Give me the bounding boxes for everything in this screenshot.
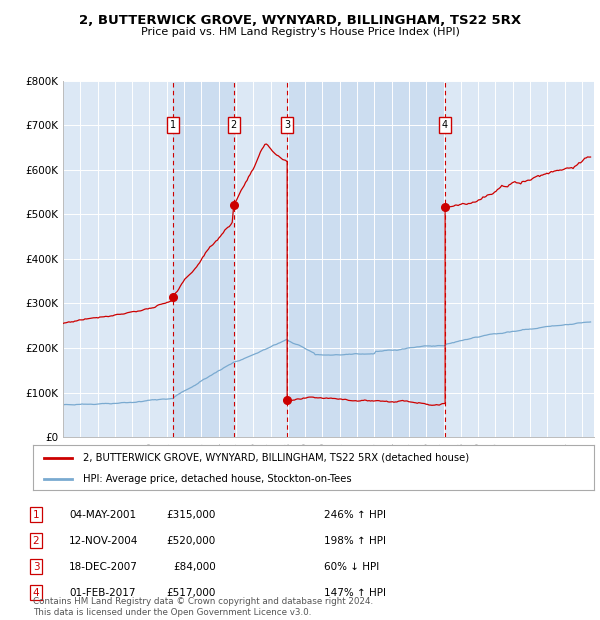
Text: 4: 4 (442, 120, 448, 130)
Text: 198% ↑ HPI: 198% ↑ HPI (324, 536, 386, 546)
Bar (287, 81, 445, 437)
Text: £517,000: £517,000 (167, 588, 216, 598)
Text: £315,000: £315,000 (167, 510, 216, 520)
Text: 60% ↓ HPI: 60% ↓ HPI (324, 562, 379, 572)
Text: 2: 2 (32, 536, 40, 546)
Text: 147% ↑ HPI: 147% ↑ HPI (324, 588, 386, 598)
Text: £520,000: £520,000 (167, 536, 216, 546)
Text: Price paid vs. HM Land Registry's House Price Index (HPI): Price paid vs. HM Land Registry's House … (140, 27, 460, 37)
Text: 2, BUTTERWICK GROVE, WYNYARD, BILLINGHAM, TS22 5RX (detached house): 2, BUTTERWICK GROVE, WYNYARD, BILLINGHAM… (83, 453, 470, 463)
Text: 1: 1 (32, 510, 40, 520)
Text: 04-MAY-2001: 04-MAY-2001 (69, 510, 136, 520)
Text: Contains HM Land Registry data © Crown copyright and database right 2024.
This d: Contains HM Land Registry data © Crown c… (33, 598, 373, 617)
Text: 4: 4 (32, 588, 40, 598)
Text: 246% ↑ HPI: 246% ↑ HPI (324, 510, 386, 520)
Text: 2, BUTTERWICK GROVE, WYNYARD, BILLINGHAM, TS22 5RX: 2, BUTTERWICK GROVE, WYNYARD, BILLINGHAM… (79, 14, 521, 27)
Text: 1: 1 (170, 120, 176, 130)
Text: 18-DEC-2007: 18-DEC-2007 (69, 562, 138, 572)
Text: £84,000: £84,000 (173, 562, 216, 572)
Text: 01-FEB-2017: 01-FEB-2017 (69, 588, 136, 598)
Bar (173, 81, 234, 437)
Text: 12-NOV-2004: 12-NOV-2004 (69, 536, 139, 546)
Text: HPI: Average price, detached house, Stockton-on-Tees: HPI: Average price, detached house, Stoc… (83, 474, 352, 484)
Text: 3: 3 (32, 562, 40, 572)
Text: 2: 2 (230, 120, 237, 130)
Text: 3: 3 (284, 120, 290, 130)
